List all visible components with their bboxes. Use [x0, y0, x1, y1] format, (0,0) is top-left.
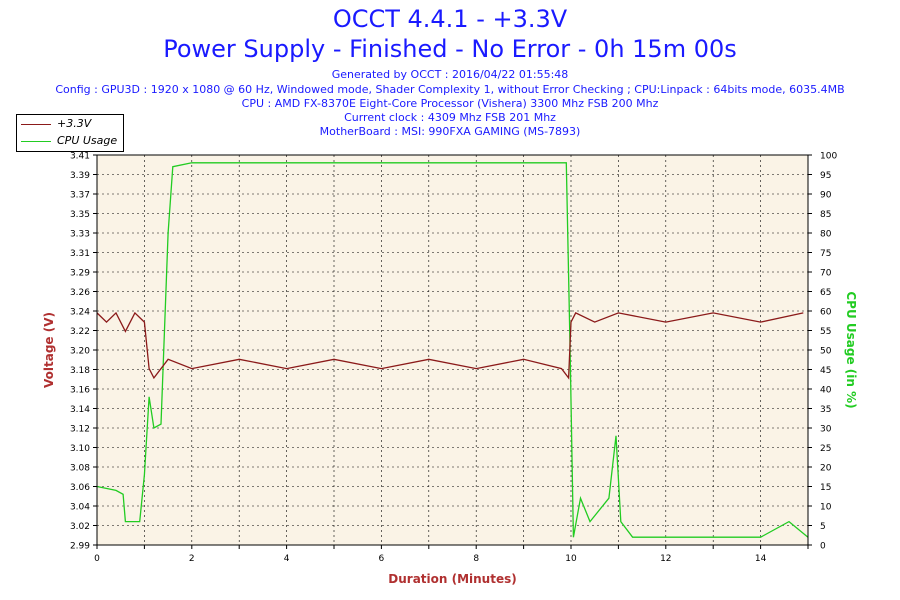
y-tick-label: 3.41: [70, 152, 90, 162]
legend-item-voltage: +3.3V: [17, 116, 123, 132]
series-line-voltage: [96, 311, 804, 380]
y-tick-label: 3.35: [70, 210, 90, 220]
motherboard-info: MotherBoard : MSI: 990FXA GAMING (MS-789…: [319, 125, 581, 138]
x-tick-label: 0: [94, 554, 100, 564]
y2-tick-label: 30: [820, 425, 832, 435]
y-tick-label: 3.14: [70, 405, 90, 415]
y-tick-label: 3.33: [70, 230, 90, 240]
y2-tick-label: 60: [820, 308, 832, 318]
y-tick-label: 3.31: [70, 249, 90, 259]
y2-tick-label: 95: [820, 171, 831, 181]
series-line-cpu-usage: [96, 162, 809, 538]
plot-border: [96, 154, 809, 546]
y2-tick-label: 45: [820, 366, 831, 376]
y-tick-label: 3.20: [70, 347, 90, 357]
y-tick-label: 3.12: [70, 425, 90, 435]
y-tick-label: 3.24: [70, 308, 90, 318]
y2-tick-label: 90: [820, 191, 832, 201]
y-tick-label: 3.04: [70, 503, 90, 513]
cpu-info: CPU : AMD FX-8370E Eight-Core Processor …: [241, 97, 659, 110]
y2-tick-label: 75: [820, 249, 831, 259]
legend-swatch-cpu: [21, 141, 51, 142]
y-tick-label: 3.18: [70, 366, 90, 376]
chart-legend: +3.3V CPU Usage: [16, 114, 124, 152]
legend-item-cpu: CPU Usage: [17, 133, 123, 149]
y-tick-label: 3.16: [70, 386, 90, 396]
x-tick-label: 8: [473, 554, 479, 564]
y2-tick-label: 40: [820, 386, 832, 396]
y-tick-label: 3.37: [70, 191, 90, 201]
legend-label-cpu: CPU Usage: [57, 134, 118, 147]
clock-info: Current clock : 4309 Mhz FSB 201 Mhz: [344, 111, 556, 124]
y-tick-label: 3.08: [70, 464, 90, 474]
y2-tick-label: 35: [820, 405, 831, 415]
y-tick-label: 3.10: [70, 444, 90, 454]
legend-swatch-voltage: [21, 124, 51, 125]
y2-tick-label: 55: [820, 327, 831, 337]
y-tick-label: 3.26: [70, 288, 90, 298]
y2-tick-label: 0: [820, 542, 826, 552]
y2-tick-label: 85: [820, 210, 831, 220]
y2-tick-label: 10: [820, 503, 832, 513]
y2-axis-title: CPU Usage (in %): [844, 291, 858, 408]
x-tick-label: 10: [565, 554, 577, 564]
y-tick-label: 3.39: [70, 171, 90, 181]
chart-subtitle: Power Supply - Finished - No Error - 0h …: [163, 35, 737, 63]
generated-info: Generated by OCCT : 2016/04/22 01:55:48: [331, 68, 569, 81]
legend-label-voltage: +3.3V: [57, 117, 92, 130]
y2-tick-label: 100: [820, 152, 837, 162]
y-tick-label: 3.02: [70, 522, 90, 532]
y2-tick-label: 20: [820, 464, 832, 474]
y2-tick-label: 25: [820, 444, 831, 454]
config-info: Config : GPU3D : 1920 x 1080 @ 60 Hz, Wi…: [55, 83, 845, 96]
y2-tick-label: 70: [820, 269, 832, 279]
y2-tick-label: 15: [820, 483, 831, 493]
x-tick-label: 4: [284, 554, 290, 564]
y-tick-label: 2.99: [70, 542, 90, 552]
y2-tick-label: 65: [820, 288, 831, 298]
y2-tick-label: 80: [820, 230, 832, 240]
y2-tick-label: 50: [820, 347, 832, 357]
y2-tick-label: 5: [820, 522, 826, 532]
y-tick-label: 3.06: [70, 483, 90, 493]
y-axis-title: Voltage (V): [42, 312, 56, 388]
x-axis-title: Duration (Minutes): [388, 572, 516, 586]
x-tick-label: 6: [379, 554, 385, 564]
x-tick-label: 12: [660, 554, 671, 564]
y-tick-label: 3.22: [70, 327, 90, 337]
x-tick-label: 2: [189, 554, 195, 564]
x-tick-label: 14: [755, 554, 767, 564]
y-tick-label: 3.29: [70, 269, 90, 279]
chart-title: OCCT 4.4.1 - +3.3V: [332, 5, 568, 33]
